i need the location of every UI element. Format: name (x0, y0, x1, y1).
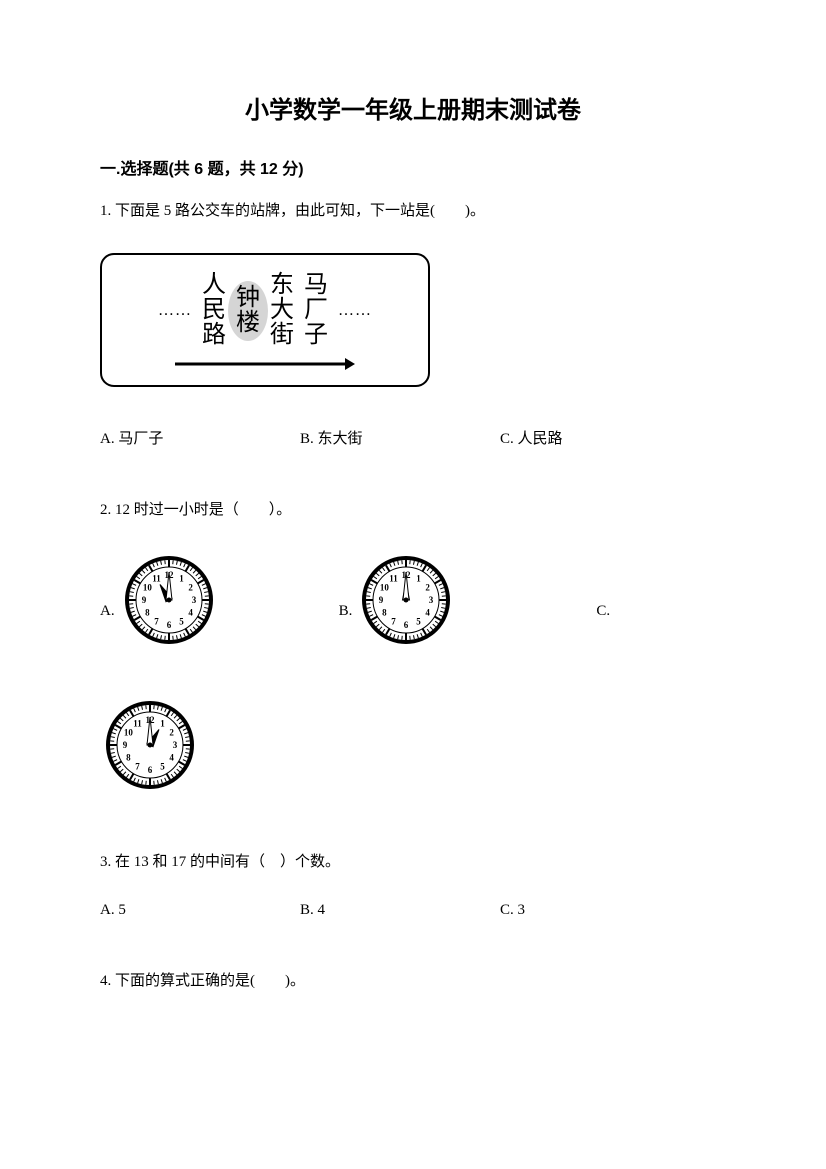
svg-text:5: 5 (417, 616, 422, 626)
stop-char: 马 (304, 273, 328, 298)
bus-sign-diagram: …… 人 民 路 钟 楼 东 大 街 马 厂 子 …… (100, 253, 430, 387)
svg-text:10: 10 (380, 582, 390, 592)
svg-text:6: 6 (404, 620, 409, 630)
svg-text:8: 8 (126, 752, 131, 762)
svg-text:1: 1 (179, 573, 184, 583)
stop-char: 路 (202, 323, 226, 348)
q2-option-b: B. 123456789101112 (339, 550, 497, 650)
clock-icon-a: 123456789101112 (119, 550, 219, 650)
svg-text:5: 5 (160, 761, 165, 771)
stop-char: 楼 (236, 311, 260, 336)
stop-zhonglou-current: 钟 楼 (236, 286, 260, 336)
svg-text:9: 9 (141, 595, 146, 605)
direction-arrow (122, 357, 408, 373)
stop-char: 子 (304, 323, 328, 348)
svg-text:2: 2 (426, 582, 431, 592)
stop-char: 街 (270, 323, 294, 348)
svg-text:11: 11 (390, 573, 399, 583)
svg-text:2: 2 (188, 582, 193, 592)
svg-text:10: 10 (142, 582, 152, 592)
stop-machangzi: 马 厂 子 (304, 273, 328, 349)
q2-option-a-label: A. (100, 603, 115, 650)
svg-text:4: 4 (426, 607, 431, 617)
q3-option-b: B. 4 (300, 902, 500, 919)
svg-text:5: 5 (179, 616, 184, 626)
question-2-text: 2. 12 时过一小时是（ ）。 (100, 498, 726, 522)
q2-option-b-label: B. (339, 603, 353, 650)
stop-renminlu: 人 民 路 (202, 273, 226, 349)
svg-text:10: 10 (124, 727, 134, 737)
q1-option-c: C. 人民路 (500, 427, 726, 448)
svg-text:2: 2 (169, 727, 174, 737)
question-4-text: 4. 下面的算式正确的是( )。 (100, 969, 726, 993)
svg-text:9: 9 (123, 740, 128, 750)
q2-option-c-label: C. (596, 603, 610, 650)
svg-text:11: 11 (133, 718, 142, 728)
svg-text:1: 1 (160, 718, 165, 728)
stop-char: 人 (202, 273, 226, 298)
stop-dongdajie: 东 大 街 (270, 273, 294, 349)
section-header: 一.选择题(共 6 题，共 12 分) (100, 155, 726, 179)
clock-icon-c: 123456789101112 (100, 695, 200, 795)
svg-text:4: 4 (169, 752, 174, 762)
q2-option-a: A. 123456789101112 (100, 550, 259, 650)
stop-char: 厂 (304, 298, 328, 323)
svg-text:6: 6 (148, 765, 153, 775)
q2-options-row1: A. 123456789101112 B. 123456789101112 C. (100, 550, 726, 650)
q3-option-c: C. 3 (500, 902, 726, 919)
clock-icon-b: 123456789101112 (356, 550, 456, 650)
svg-text:7: 7 (154, 616, 159, 626)
svg-text:4: 4 (188, 607, 193, 617)
svg-text:8: 8 (382, 607, 387, 617)
svg-text:1: 1 (417, 573, 422, 583)
svg-text:3: 3 (191, 595, 196, 605)
svg-text:9: 9 (379, 595, 384, 605)
exam-title: 小学数学一年级上册期末测试卷 (100, 90, 726, 125)
svg-text:3: 3 (173, 740, 178, 750)
stop-char: 大 (270, 298, 294, 323)
q1-options: A. 马厂子 B. 东大街 C. 人民路 (100, 427, 726, 448)
stop-char: 钟 (236, 286, 260, 311)
q3-options: A. 5 B. 4 C. 3 (100, 902, 726, 919)
question-1-text: 1. 下面是 5 路公交车的站牌，由此可知，下一站是( )。 (100, 199, 726, 223)
q3-option-a: A. 5 (100, 902, 300, 919)
arrow-icon (175, 357, 355, 371)
q2-option-c-clock: 123456789101112 (100, 695, 726, 800)
svg-text:7: 7 (392, 616, 397, 626)
svg-text:7: 7 (135, 761, 140, 771)
question-3-text: 3. 在 13 和 17 的中间有（ ）个数。 (100, 850, 726, 874)
stop-char: 东 (270, 273, 294, 298)
dots-right: …… (338, 302, 372, 320)
svg-text:8: 8 (145, 607, 150, 617)
bus-stops-row: …… 人 民 路 钟 楼 东 大 街 马 厂 子 …… (122, 273, 408, 349)
svg-text:3: 3 (429, 595, 434, 605)
stop-char: 民 (202, 298, 226, 323)
svg-text:11: 11 (152, 573, 161, 583)
svg-text:6: 6 (166, 620, 171, 630)
q1-option-b: B. 东大街 (300, 427, 500, 448)
dots-left: …… (158, 302, 192, 320)
q1-option-a: A. 马厂子 (100, 427, 300, 448)
